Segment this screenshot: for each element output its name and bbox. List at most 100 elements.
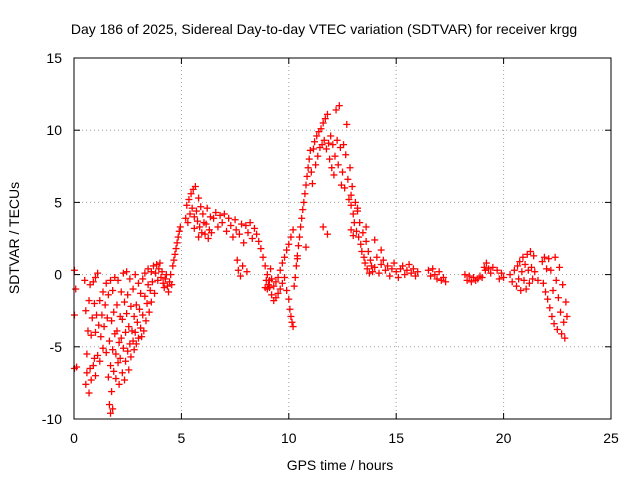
- data-point: [381, 266, 389, 274]
- data-point: [285, 295, 293, 303]
- data-point: [185, 196, 193, 204]
- data-point: [323, 230, 331, 238]
- data-point: [481, 266, 489, 274]
- data-point: [362, 223, 370, 231]
- data-point: [298, 214, 306, 222]
- data-point: [175, 227, 183, 235]
- data-point: [110, 308, 118, 316]
- data-point: [493, 266, 501, 274]
- data-point: [201, 230, 209, 238]
- data-point: [170, 256, 178, 264]
- data-point: [306, 146, 314, 154]
- data-point: [141, 292, 149, 300]
- data-point: [369, 268, 377, 276]
- data-point: [558, 330, 566, 338]
- data-point: [549, 286, 557, 294]
- data-point: [347, 226, 355, 234]
- data-point: [168, 281, 176, 289]
- data-point: [87, 376, 95, 384]
- data-point: [95, 321, 103, 329]
- data-point: [227, 222, 235, 230]
- data-point: [114, 276, 122, 284]
- data-point: [110, 367, 118, 375]
- data-point: [345, 196, 353, 204]
- data-point: [216, 211, 224, 219]
- data-point: [405, 260, 413, 268]
- data-point: [343, 120, 351, 128]
- data-point: [104, 373, 112, 381]
- data-point: [325, 139, 333, 147]
- data-point: [330, 171, 338, 179]
- y-tick-label: 15: [46, 50, 62, 66]
- data-point: [518, 268, 526, 276]
- data-point: [172, 245, 180, 253]
- data-point: [303, 172, 311, 180]
- data-point: [158, 268, 166, 276]
- data-point: [561, 334, 569, 342]
- data-point: [367, 262, 375, 270]
- data-point: [190, 213, 198, 221]
- data-point: [538, 258, 546, 266]
- data-point: [522, 285, 530, 293]
- data-point: [431, 271, 439, 279]
- data-point: [348, 183, 356, 191]
- data-point: [229, 233, 237, 241]
- data-point: [119, 344, 127, 352]
- data-point: [508, 278, 516, 286]
- data-point: [187, 190, 195, 198]
- x-axis-label: GPS time / hours: [287, 457, 394, 473]
- data-point: [401, 271, 409, 279]
- data-point: [220, 210, 228, 218]
- data-point: [174, 233, 182, 241]
- data-point: [253, 230, 261, 238]
- data-point: [512, 282, 520, 290]
- data-point: [126, 275, 134, 283]
- data-point: [551, 253, 559, 261]
- data-point: [82, 380, 90, 388]
- data-point: [326, 155, 334, 163]
- data-point: [409, 265, 417, 273]
- data-point: [361, 259, 369, 267]
- data-point: [176, 223, 184, 231]
- data-point: [88, 314, 96, 322]
- data-point: [327, 132, 335, 140]
- data-point: [246, 219, 254, 227]
- x-tick-label: 5: [178, 430, 186, 446]
- data-point: [112, 375, 120, 383]
- data-point: [278, 279, 286, 287]
- data-point: [288, 318, 296, 326]
- data-point: [424, 266, 432, 274]
- data-point: [107, 409, 115, 417]
- data-point: [148, 278, 156, 286]
- data-point: [377, 246, 385, 254]
- data-point: [231, 216, 239, 224]
- data-point: [412, 272, 420, 280]
- data-point: [289, 226, 297, 234]
- data-point: [186, 210, 194, 218]
- data-point: [94, 351, 102, 359]
- data-point: [157, 273, 165, 281]
- data-point: [199, 210, 207, 218]
- data-point: [270, 282, 278, 290]
- data-point: [112, 350, 120, 358]
- data-point: [341, 184, 349, 192]
- data-point: [109, 346, 117, 354]
- data-point: [218, 219, 226, 227]
- data-point: [463, 276, 471, 284]
- data-point: [127, 353, 135, 361]
- data-point: [102, 279, 110, 287]
- data-point: [358, 247, 366, 255]
- data-point: [314, 152, 322, 160]
- data-point: [109, 405, 117, 413]
- data-point: [540, 253, 548, 261]
- data-point: [285, 240, 293, 248]
- data-point: [544, 295, 552, 303]
- data-point: [167, 271, 175, 279]
- data-point: [321, 115, 329, 123]
- gridlines: [74, 58, 611, 419]
- data-point: [156, 259, 164, 267]
- data-point: [290, 282, 298, 290]
- data-point: [184, 219, 192, 227]
- data-point: [283, 286, 291, 294]
